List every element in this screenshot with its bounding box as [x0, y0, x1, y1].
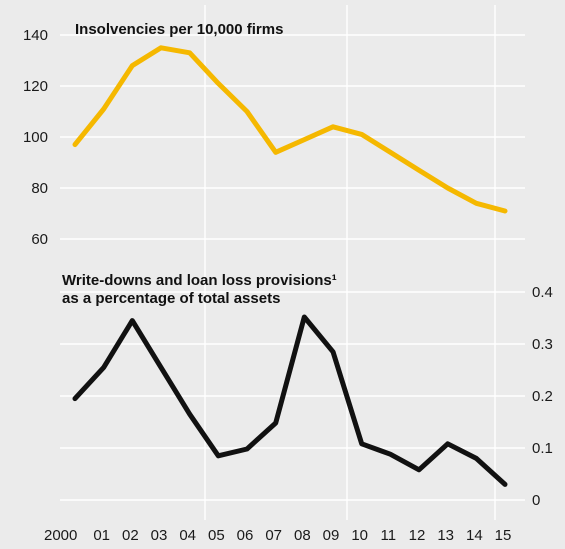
top-y-tick-label: 80 [31, 180, 48, 197]
bottom-y-tick-label: 0.1 [532, 440, 553, 457]
top-y-tick-label: 120 [23, 78, 48, 95]
insolvencies-line [72, 45, 508, 214]
top-chart-title: Insolvencies per 10,000 firms [75, 21, 283, 38]
x-tick-label: 2000 [44, 527, 77, 544]
x-tick-label: 05 [208, 527, 225, 544]
bottom-y-tick-label: 0 [532, 492, 540, 509]
x-tick-label: 15 [495, 527, 512, 544]
x-tick-label: 09 [323, 527, 340, 544]
x-tick-label: 08 [294, 527, 311, 544]
top-y-tick-label: 60 [31, 231, 48, 248]
x-tick-label: 03 [151, 527, 168, 544]
x-tick-label: 11 [381, 527, 397, 544]
x-tick-label: 06 [237, 527, 254, 544]
write-downs-line [72, 314, 508, 487]
x-tick-label: 12 [409, 527, 426, 544]
bottom-chart-subtitle: as a percentage of total assets [62, 290, 280, 307]
top-y-tick-label: 140 [23, 27, 48, 44]
bottom-chart-title: Write-downs and loan loss provisions¹ [62, 272, 337, 289]
x-tick-label: 13 [437, 527, 454, 544]
x-tick-label: 10 [351, 527, 368, 544]
x-tick-label: 07 [265, 527, 282, 544]
top-y-tick-label: 100 [23, 129, 48, 146]
x-tick-label: 02 [122, 527, 139, 544]
bottom-y-tick-label: 0.3 [532, 336, 553, 353]
bottom-y-tick-label: 0.2 [532, 388, 553, 405]
x-tick-label: 01 [93, 527, 110, 544]
x-tick-label: 04 [179, 527, 196, 544]
x-tick-label: 14 [466, 527, 483, 544]
bottom-y-tick-label: 0.4 [532, 284, 553, 301]
x-axis-labels: 2000 01 02 03 04 05 06 07 08 09 10 11 12 13 14 15 [44, 527, 511, 544]
